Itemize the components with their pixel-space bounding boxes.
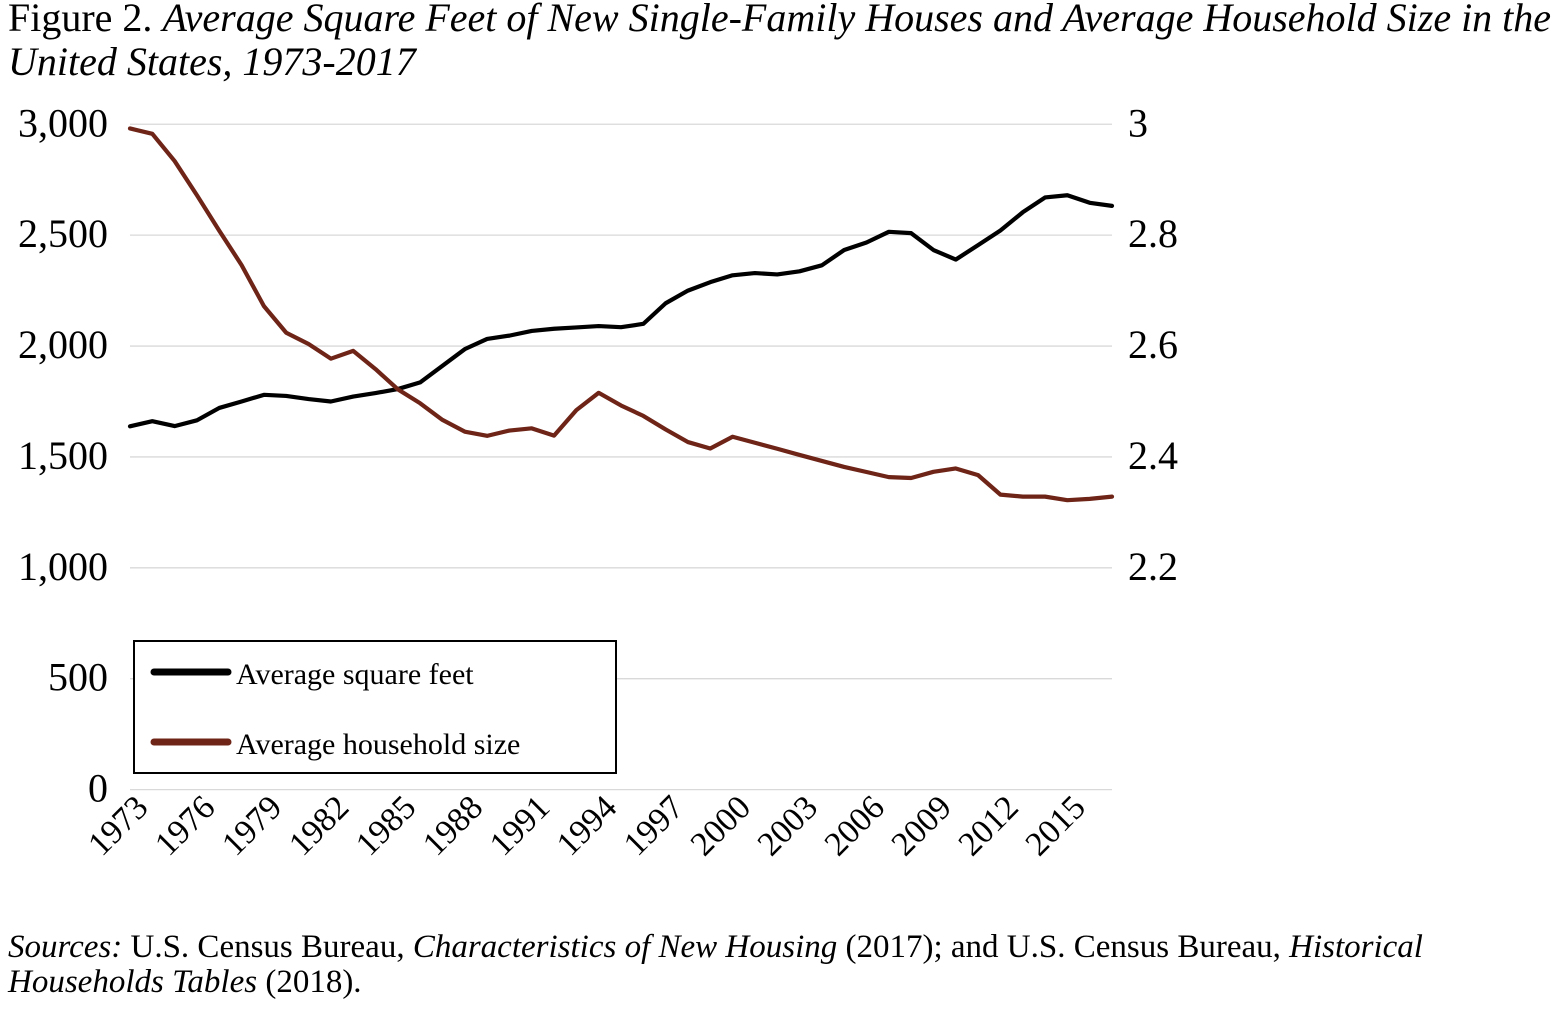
svg-text:1,000: 1,000 [18,544,108,589]
svg-text:1,500: 1,500 [18,433,108,478]
svg-text:1997: 1997 [617,789,691,863]
svg-text:2006: 2006 [818,789,892,863]
svg-text:2009: 2009 [885,789,959,863]
svg-text:2000: 2000 [684,789,758,863]
svg-text:Average square feet: Average square feet [236,658,474,691]
svg-text:1982: 1982 [282,789,356,863]
svg-text:500: 500 [48,655,108,700]
svg-text:2.4: 2.4 [1128,433,1178,478]
svg-text:2.8: 2.8 [1128,211,1178,256]
svg-text:1985: 1985 [349,789,423,863]
svg-text:1979: 1979 [215,789,289,863]
svg-text:2,000: 2,000 [18,322,108,367]
svg-text:0: 0 [88,766,108,811]
svg-text:3,000: 3,000 [18,100,108,145]
svg-text:1991: 1991 [483,789,557,863]
svg-text:2.6: 2.6 [1128,322,1178,367]
svg-text:2.2: 2.2 [1128,544,1178,589]
svg-text:1988: 1988 [416,789,490,863]
svg-text:1976: 1976 [148,789,222,863]
svg-text:1994: 1994 [550,789,624,863]
svg-text:2,500: 2,500 [18,211,108,256]
svg-text:2015: 2015 [1019,789,1093,863]
svg-text:2003: 2003 [751,789,825,863]
svg-text:2012: 2012 [952,789,1026,863]
svg-text:Average household size: Average household size [236,728,520,761]
svg-text:3: 3 [1128,100,1148,145]
